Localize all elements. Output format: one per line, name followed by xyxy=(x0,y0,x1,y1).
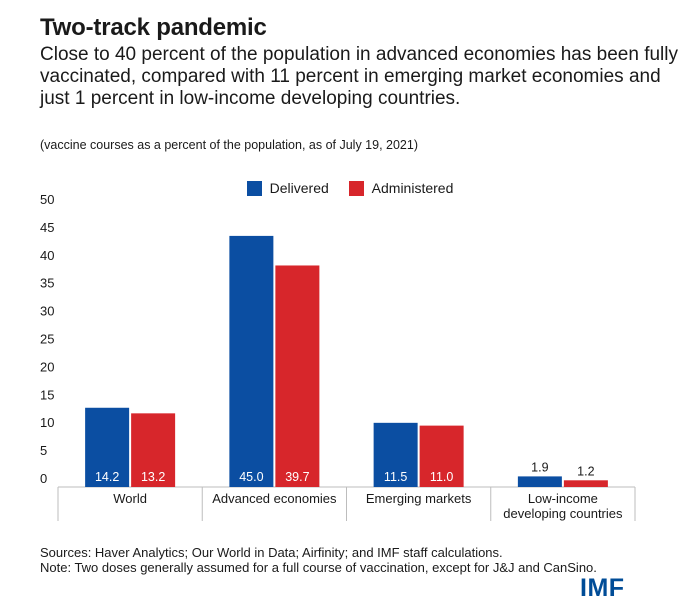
legend-item-administered: Administered xyxy=(348,180,454,196)
bar-chart: 0 5 10 15 20 25 30 35 40 45 50 14.2 13.2 World 45.0 39.… xyxy=(40,192,636,521)
category-label-0: World xyxy=(113,491,147,506)
legend-label-delivered: Delivered xyxy=(269,180,329,196)
y-tick-label-25: 25 xyxy=(40,332,54,347)
legend-label-administered: Administered xyxy=(371,180,454,196)
category-label-2: Emerging markets xyxy=(366,491,472,506)
legend-item-delivered: Delivered xyxy=(246,180,329,196)
bar-administered-2 xyxy=(419,425,464,487)
sources-text: Sources: Haver Analytics; Our World in D… xyxy=(40,545,503,560)
data-label-delivered-1: 45.0 xyxy=(239,470,263,484)
y-tick-label-15: 15 xyxy=(40,387,54,402)
y-tick-label-10: 10 xyxy=(40,415,54,430)
bar-administered-0 xyxy=(131,413,176,487)
data-label-administered-1: 39.7 xyxy=(285,470,309,484)
data-label-delivered-0: 14.2 xyxy=(95,470,119,484)
data-label-administered-3: 1.2 xyxy=(577,464,594,478)
bar-delivered-3 xyxy=(517,476,562,487)
category-label-1: Advanced economies xyxy=(212,491,337,506)
data-label-administered-0: 13.2 xyxy=(141,470,165,484)
y-tick-label-40: 40 xyxy=(40,248,54,263)
legend-swatch-delivered xyxy=(246,180,262,196)
legend-swatch-administered xyxy=(348,180,364,196)
y-tick-label-45: 45 xyxy=(40,220,54,235)
y-tick-label-35: 35 xyxy=(40,276,54,291)
bar-administered-1 xyxy=(275,265,320,487)
imf-logo: IMF xyxy=(580,574,625,602)
data-label-administered-2: 11.0 xyxy=(430,470,453,484)
y-tick-label-5: 5 xyxy=(40,443,47,458)
chart-footer: Sources: Haver Analytics; Our World in D… xyxy=(40,545,597,575)
data-label-delivered-3: 1.9 xyxy=(531,460,548,474)
y-tick-label-50: 50 xyxy=(40,192,54,207)
bar-delivered-0 xyxy=(85,407,130,487)
category-label-3-line1: developing countries xyxy=(503,506,623,521)
data-label-delivered-2: 11.5 xyxy=(384,470,407,484)
chart-units-note: (vaccine courses as a percent of the pop… xyxy=(40,138,419,152)
bar-delivered-2 xyxy=(373,422,418,487)
y-tick-label-0: 0 xyxy=(40,471,47,486)
footnote-text: Note: Two doses generally assumed for a … xyxy=(40,560,597,575)
chart-legend: Delivered Administered xyxy=(0,180,700,199)
chart-subtitle: Close to 40 percent of the population in… xyxy=(40,44,678,109)
category-label-3: Low-income xyxy=(528,491,598,506)
chart-title: Two-track pandemic xyxy=(40,14,267,41)
bar-administered-3 xyxy=(563,480,608,487)
y-tick-label-30: 30 xyxy=(40,304,54,319)
bar-delivered-1 xyxy=(229,235,274,487)
y-tick-label-20: 20 xyxy=(40,359,54,374)
